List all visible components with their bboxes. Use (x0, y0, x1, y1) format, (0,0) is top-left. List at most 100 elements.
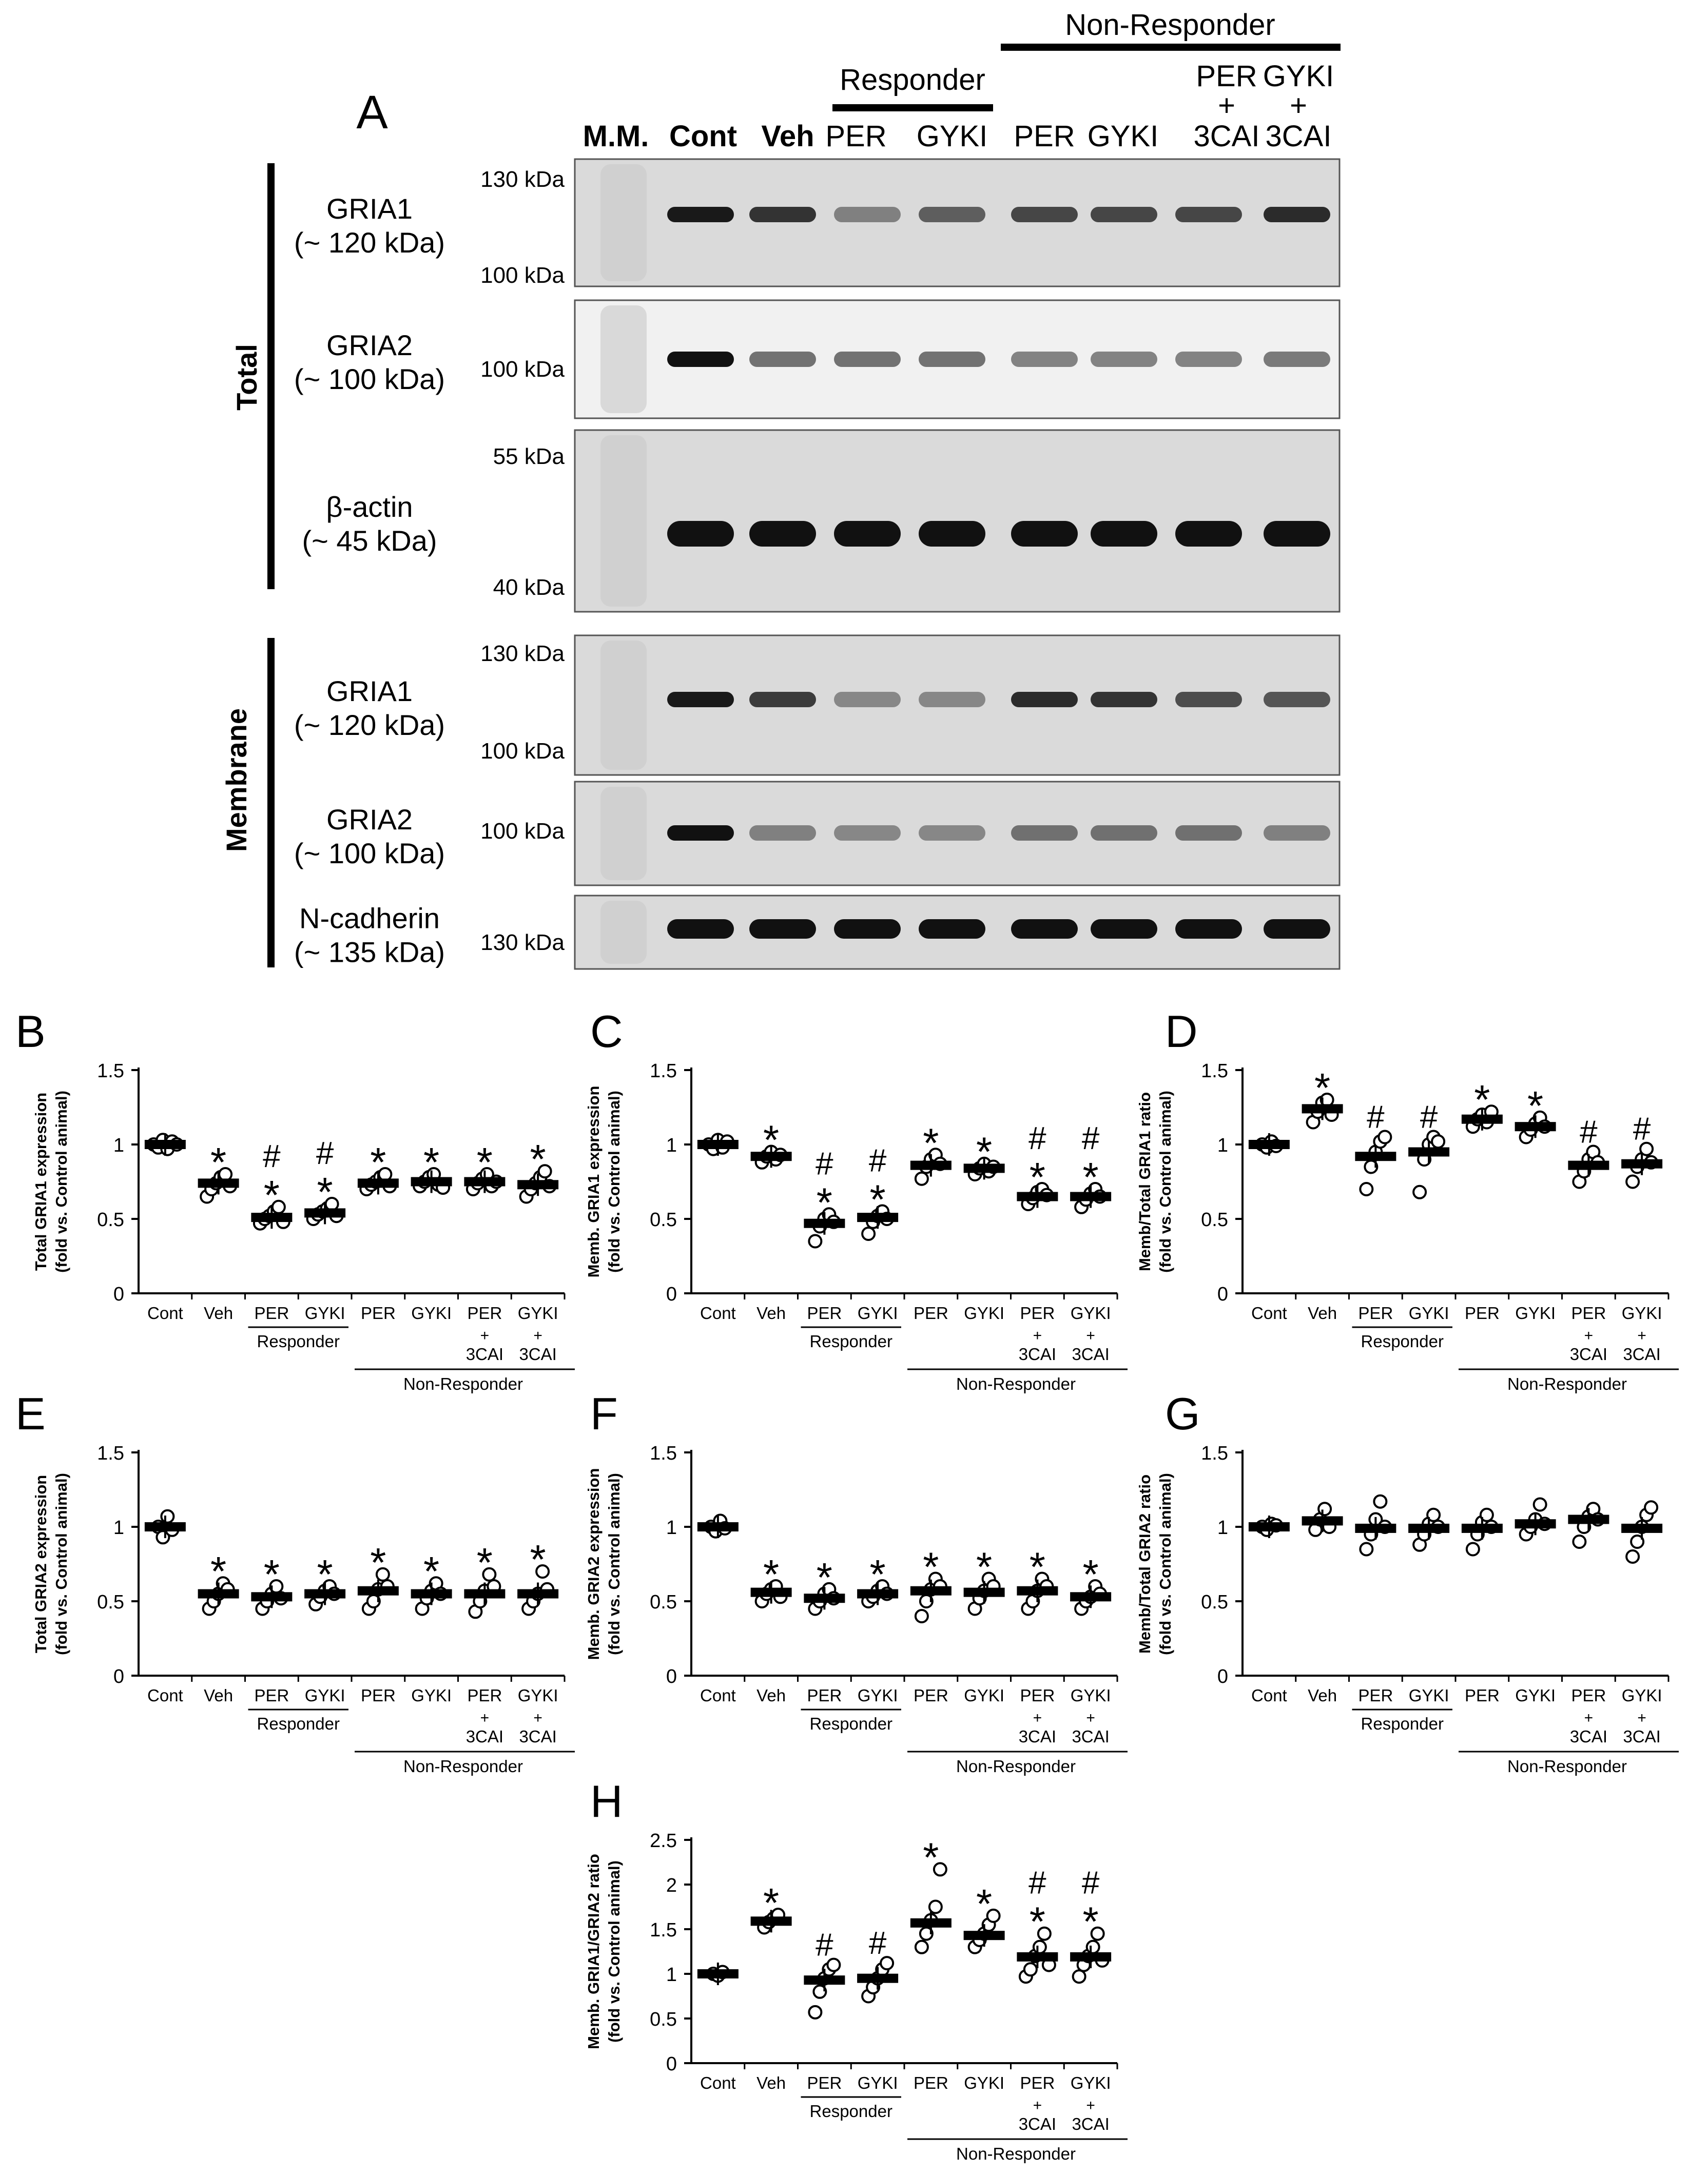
y-label-line2: (fold vs. Control animal) (1156, 1091, 1174, 1273)
significance-hash: # (1580, 1115, 1598, 1150)
significance-asterisk: * (923, 1544, 939, 1590)
significance-hash: # (869, 1143, 887, 1179)
y-axis-label: Memb. GRIA1 expression (fold vs. Control … (585, 1086, 623, 1278)
data-point (535, 1564, 550, 1579)
significance-asterisk: * (1030, 1899, 1045, 1945)
y-label-line1: Total GRIA2 expression (32, 1475, 50, 1653)
x-tick-sublabel-drug: 3CAI (1570, 1345, 1607, 1364)
lane-label-mm: M.M. (583, 120, 649, 153)
x-tick-label: PER (1571, 1686, 1606, 1705)
significance-asterisk: * (264, 1551, 280, 1597)
x-tick-label: GYKI (1515, 1304, 1556, 1323)
nonresponder-label: Non-Responder (1065, 8, 1275, 42)
x-tick-label: PER (254, 1304, 289, 1323)
significance-hash: # (816, 1146, 833, 1181)
nonresponder-group-label: Non-Responder (1507, 1757, 1627, 1776)
x-tick-sublabel-drug: 3CAI (1072, 2114, 1109, 2133)
lane-header: Responder Non-Responder M.M. Cont Veh PE… (583, 8, 1341, 153)
y-tick-label: 0 (666, 1284, 677, 1305)
blot-band (1011, 521, 1078, 547)
blot-band (1091, 207, 1157, 222)
significance-asterisk: * (923, 1834, 939, 1880)
x-tick-label: GYKI (1409, 1686, 1449, 1705)
x-tick-sublabel-plus: + (480, 1327, 490, 1344)
data-point (986, 1908, 1001, 1923)
panel-letter: B (15, 1006, 46, 1057)
x-tick-sublabel-plus: + (1584, 1710, 1594, 1726)
x-tick-label: GYKI (305, 1304, 345, 1323)
blot-band (1264, 825, 1330, 841)
group-label-total: Total (230, 344, 263, 411)
blot-band (749, 825, 816, 841)
protein-name: GRIA2 (326, 803, 413, 836)
significance-asterisk: * (264, 1172, 280, 1218)
x-tick-sublabel-plus: + (533, 1710, 542, 1726)
y-tick-label: 2 (666, 1875, 677, 1896)
x-tick-sublabel-drug: 3CAI (1072, 1727, 1109, 1746)
y-tick-label: 0.5 (97, 1591, 124, 1613)
blot-band (1011, 207, 1078, 222)
significance-asterisk: * (1030, 1544, 1045, 1590)
significance-asterisk: * (317, 1551, 333, 1597)
chart-panel-c: C 0 0.5 1 1.5 Memb. GRIA1 expression (fold vs.… (585, 1006, 1128, 1393)
data-point (1532, 1497, 1547, 1512)
y-tick-label: 1 (666, 1517, 677, 1539)
marker-ladder (600, 787, 647, 880)
marker-label: 130 kDa (480, 641, 565, 666)
blot-row: β-actin(~ 45 kDa) 55 kDa 40 kDa (302, 429, 1341, 613)
data-point (928, 1899, 943, 1914)
responder-label: Responder (840, 63, 985, 96)
blot-band (667, 692, 734, 707)
data-point (1377, 1130, 1392, 1144)
x-tick-label: GYKI (858, 1304, 898, 1323)
x-tick-label: PER (361, 1686, 396, 1705)
marker-label: 100 kDa (480, 263, 565, 288)
blot-band (1175, 207, 1242, 222)
significance-hash: # (869, 1926, 887, 1961)
y-label-line2: (fold vs. Control animal) (52, 1091, 70, 1273)
y-label-line1: Memb. GRIA1 expression (585, 1086, 603, 1278)
chart-panel-b: B 0 0.5 1 1.5 Total GRIA1 expression (fold vs.… (15, 1006, 575, 1393)
x-tick-label: Cont (147, 1686, 183, 1705)
x-tick-label: GYKI (964, 2073, 1004, 2092)
protein-size: (~ 135 kDa) (294, 936, 445, 968)
y-tick-label: 1.5 (1201, 1443, 1228, 1464)
x-tick-sublabel-drug: 3CAI (1019, 2114, 1056, 2133)
x-tick-label: Cont (1251, 1686, 1287, 1705)
x-tick-label: PER (1358, 1304, 1393, 1323)
marker-label: 100 kDa (480, 357, 565, 382)
x-tick-label: PER (467, 1304, 502, 1323)
nonresponder-group-label: Non-Responder (403, 1757, 523, 1776)
y-label-line2: (fold vs. Control animal) (1156, 1473, 1174, 1655)
significance-asterisk: * (1083, 1154, 1099, 1200)
data-point (375, 1567, 390, 1582)
x-tick-label: PER (254, 1686, 289, 1705)
significance-asterisk: * (423, 1548, 439, 1594)
data-point (1465, 1542, 1480, 1557)
y-tick-label: 1.5 (650, 1060, 677, 1082)
significance-asterisk: * (763, 1117, 779, 1163)
blot-row: GRIA2(~ 100 kDa) 100 kDa (294, 781, 1341, 886)
data-point (1037, 1926, 1052, 1941)
blot-band (1264, 919, 1330, 939)
data-point (861, 1227, 876, 1241)
x-tick-sublabel-plus: + (1086, 1327, 1095, 1344)
y-label-line1: Memb/Total GRIA1 ratio (1136, 1092, 1154, 1271)
x-tick-sublabel-drug: 3CAI (1623, 1727, 1660, 1746)
significance-asterisk: * (763, 1880, 779, 1926)
blot-band (834, 521, 901, 547)
western-blot-panel: A Total Membrane Responder Non-Responder… (220, 8, 1341, 970)
blot-band (834, 919, 901, 939)
marker-label: 100 kDa (480, 739, 565, 764)
data-point (1090, 1926, 1105, 1941)
significance-asterisk: * (423, 1139, 439, 1185)
lane-label-gyki-r: GYKI (917, 120, 988, 153)
significance-hash: # (263, 1139, 281, 1174)
responder-group-label: Responder (257, 1714, 340, 1733)
y-label-line2: (fold vs. Control animal) (605, 1091, 623, 1273)
data-point (1630, 1535, 1645, 1549)
protein-name: GRIA1 (326, 675, 413, 707)
lane-label-per-3cai-drug: 3CAI (1194, 120, 1260, 153)
data-point (808, 1234, 823, 1249)
protein-name: N-cadherin (299, 902, 440, 935)
